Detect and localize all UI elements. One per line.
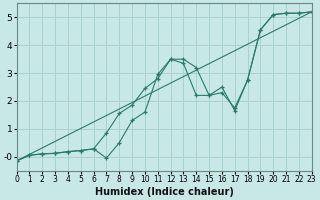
X-axis label: Humidex (Indice chaleur): Humidex (Indice chaleur)	[95, 187, 234, 197]
